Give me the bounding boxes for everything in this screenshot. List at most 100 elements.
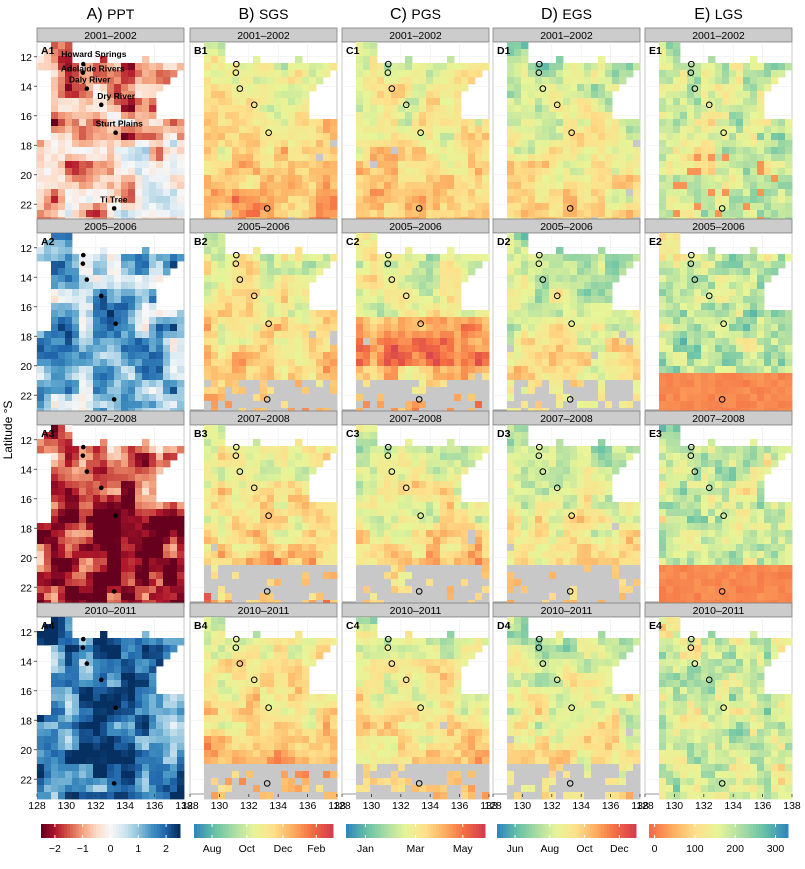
map-cell [302, 126, 310, 134]
map-cell [356, 189, 364, 197]
map-cell [72, 338, 80, 346]
map-cell [370, 275, 378, 283]
map-cell [764, 126, 772, 134]
map-cell [72, 523, 80, 531]
map-cell [309, 196, 317, 204]
map-cell [163, 359, 171, 367]
map-cell [570, 366, 578, 374]
map-cell [577, 324, 585, 332]
map-cell [598, 175, 606, 183]
map-cell [128, 460, 136, 468]
map-cell [218, 261, 226, 269]
map-cell [384, 133, 392, 141]
map-cell [771, 196, 779, 204]
map-cell [86, 481, 94, 489]
map-cell [708, 154, 716, 162]
map-cell [412, 210, 420, 218]
map-cell [426, 359, 434, 367]
site-marker [720, 129, 727, 137]
map-cell [514, 196, 522, 204]
map-cell [274, 196, 282, 204]
map-cell [694, 154, 702, 162]
map-cell [274, 147, 282, 155]
map-cell [461, 140, 469, 148]
map-cell [785, 147, 793, 155]
map-cell [694, 394, 702, 402]
map-cell [177, 310, 185, 318]
map-cell [521, 261, 529, 269]
map-cell [370, 63, 378, 71]
map-cell [659, 98, 667, 106]
map-cell [225, 147, 233, 155]
map-cell [659, 394, 667, 402]
map-cell [356, 303, 364, 311]
map-cell [253, 394, 261, 402]
map-cell [51, 112, 59, 120]
map-cell [114, 495, 122, 503]
map-cell [722, 98, 730, 106]
map-cell [177, 338, 185, 346]
map-cell [743, 387, 751, 395]
map-cell [135, 359, 143, 367]
map-cell [93, 565, 101, 573]
map-cell [549, 338, 557, 346]
map-cell [44, 161, 52, 169]
map-cell [260, 196, 268, 204]
map-cell [363, 98, 371, 106]
map-cell [475, 359, 483, 367]
map-cell [736, 196, 744, 204]
map-cell [65, 439, 73, 447]
map-cell [281, 331, 289, 339]
map-cell [72, 105, 80, 113]
map-cell [680, 189, 688, 197]
map-cell [135, 161, 143, 169]
map-cell [687, 296, 695, 304]
map-cell [107, 551, 115, 559]
map-cell [535, 189, 543, 197]
map-cell [577, 282, 585, 290]
map-cell [419, 133, 427, 141]
map-cell [426, 133, 434, 141]
map-cell [163, 161, 171, 169]
map-cell [239, 254, 247, 262]
map-cell [722, 154, 730, 162]
map-cell [253, 387, 261, 395]
map-cell [323, 119, 331, 127]
map-cell [363, 261, 371, 269]
map-cell [204, 112, 212, 120]
map-cell [633, 203, 641, 211]
map-cell [377, 296, 385, 304]
map-cell [156, 537, 164, 545]
map-cell [447, 380, 455, 388]
map-cell [701, 147, 709, 155]
map-cell [107, 467, 115, 475]
map-cell [598, 105, 606, 113]
map-cell [563, 147, 571, 155]
map-cell [86, 91, 94, 99]
map-cell [65, 338, 73, 346]
map-cell [135, 565, 143, 573]
map-cell [107, 544, 115, 552]
map-cell [549, 296, 557, 304]
map-cell [377, 196, 385, 204]
map-cell [666, 196, 674, 204]
map-cell [100, 317, 108, 325]
map-cell [363, 147, 371, 155]
map-cell [482, 175, 490, 183]
map-cell [619, 189, 627, 197]
map-cell [363, 49, 371, 57]
map-cell [309, 394, 317, 402]
map-cell [619, 359, 627, 367]
map-cell [426, 161, 434, 169]
map-cell [149, 140, 157, 148]
map-cell [440, 147, 448, 155]
map-cell [142, 126, 150, 134]
map-cell [764, 140, 772, 148]
map-cell [65, 289, 73, 297]
map-cell [239, 189, 247, 197]
map-cell [680, 147, 688, 155]
map-cell [93, 268, 101, 276]
map-cell [121, 401, 129, 409]
map-cell [708, 98, 716, 106]
map-cell [225, 373, 233, 381]
